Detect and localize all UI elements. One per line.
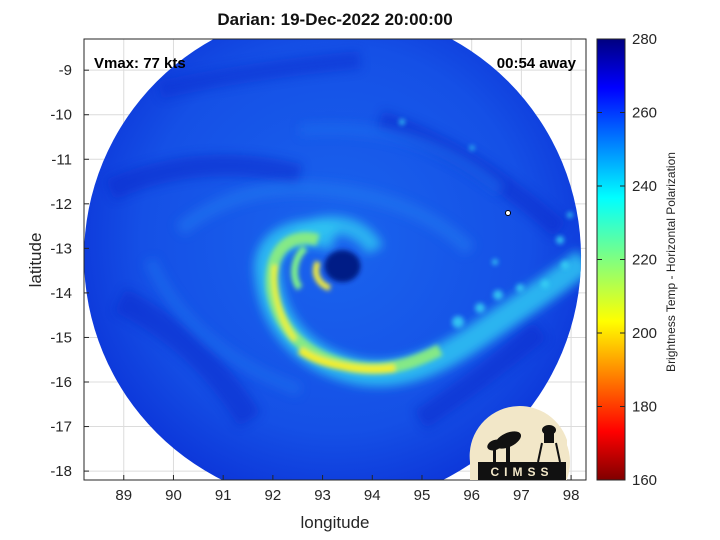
- y-axis-label: latitude: [26, 233, 45, 288]
- x-axis-label: longitude: [300, 513, 369, 532]
- time-away-annotation: 00:54 away: [497, 55, 577, 72]
- colorbar-tick-label: 240: [632, 178, 657, 195]
- plot-frame: [83, 38, 587, 481]
- y-tick-label: -17: [50, 419, 72, 436]
- y-tick-label: -14: [50, 285, 72, 302]
- x-tick-label: 96: [463, 487, 480, 504]
- colorbar-label: Brightness Temp - Horizontal Polarizatio…: [664, 152, 678, 372]
- y-tick-label: -12: [50, 196, 72, 213]
- x-tick-label: 92: [265, 487, 282, 504]
- vmax-annotation: Vmax: 77 kts: [94, 55, 186, 72]
- colorbar-tick-label: 260: [632, 105, 657, 122]
- y-tick-label: -15: [50, 329, 72, 346]
- storm-eye: [324, 250, 361, 283]
- colorbar-tick-label: 200: [632, 325, 657, 342]
- x-tick-label: 91: [215, 487, 232, 504]
- y-tick-label: -13: [50, 240, 72, 257]
- colorbar: 280 260 240 220 200 180 160 Brightness Temp - …: [596, 31, 678, 489]
- x-axis-ticks: 89 90 91 92 93 94 95 96 97 98: [115, 475, 579, 504]
- x-tick-label: 98: [563, 487, 580, 504]
- logo-text: CIMSS: [490, 465, 553, 479]
- water-tower-icon: [542, 425, 556, 435]
- y-tick-label: -11: [51, 151, 72, 168]
- x-tick-label: 94: [364, 487, 381, 504]
- x-tick-label: 95: [414, 487, 431, 504]
- y-tick-label: -9: [59, 62, 72, 79]
- x-tick-label: 90: [165, 487, 182, 504]
- x-tick-label: 89: [115, 487, 132, 504]
- colorbar-tick-label: 160: [632, 472, 657, 489]
- satellite-swath: [84, 39, 582, 480]
- chart-title: Darian: 19-Dec-2022 20:00:00: [217, 10, 453, 29]
- colorbar-tick-label: 280: [632, 31, 657, 48]
- y-tick-label: -16: [50, 374, 72, 391]
- x-tick-label: 93: [314, 487, 331, 504]
- y-tick-label: -18: [50, 463, 72, 480]
- x-tick-label: 97: [513, 487, 530, 504]
- y-axis-ticks: -9 -10 -11 -12 -13 -14 -15 -16 -17 -18: [50, 62, 89, 480]
- colorbar-tick-label: 220: [632, 252, 657, 269]
- cimss-logo: CIMSS: [469, 406, 570, 480]
- colorbar-tick-label: 180: [632, 399, 657, 416]
- y-tick-label: -10: [50, 107, 72, 124]
